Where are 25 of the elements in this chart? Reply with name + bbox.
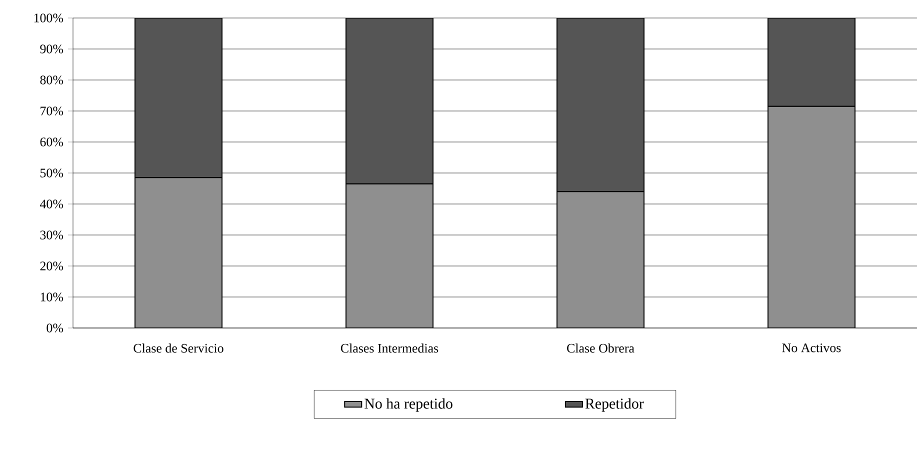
legend-label: No ha repetido bbox=[364, 398, 452, 412]
bar bbox=[768, 18, 856, 107]
y-tick-label: 90% bbox=[40, 44, 64, 54]
bar bbox=[768, 106, 856, 328]
y-tick-label: 70% bbox=[40, 106, 64, 116]
y-tick-label: 40% bbox=[40, 200, 64, 208]
y-tick-label: 50% bbox=[40, 168, 64, 178]
x-tick-label: No Activos bbox=[782, 344, 841, 352]
y-tick-label: 20% bbox=[40, 262, 64, 270]
x-tick-label: Clase de Servicio bbox=[134, 344, 224, 353]
y-tick-label: 60% bbox=[40, 138, 64, 146]
legend-label: Repetidor bbox=[585, 398, 644, 412]
y-tick-label: 0% bbox=[46, 324, 64, 332]
bar bbox=[556, 191, 645, 328]
x-tick-label: Clases Intermedias bbox=[340, 344, 438, 353]
bar bbox=[556, 18, 645, 192]
bar bbox=[346, 18, 434, 184]
bar bbox=[346, 183, 434, 328]
bar bbox=[134, 18, 222, 178]
y-tick-label: 10% bbox=[40, 292, 64, 302]
y-tick-label: 100% bbox=[34, 14, 64, 22]
x-tick-label: Clase Obrera bbox=[567, 344, 634, 353]
y-tick-label: 30% bbox=[40, 230, 64, 240]
y-tick-label: 80% bbox=[40, 76, 64, 84]
bar bbox=[134, 177, 222, 328]
